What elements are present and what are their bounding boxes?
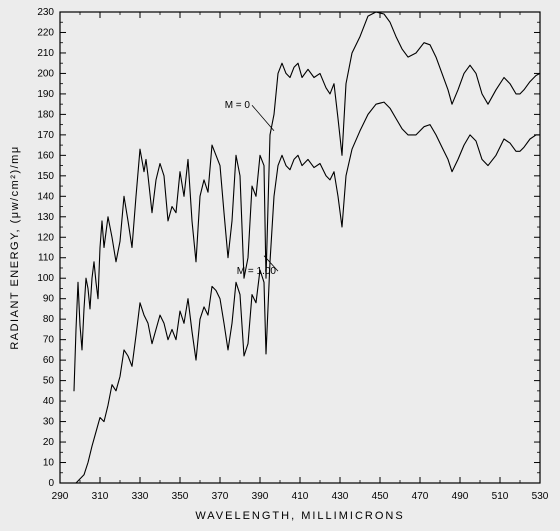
annotation-label: M = 0 [225,100,251,111]
y-tick-label: 70 [43,335,55,346]
x-tick-label: 390 [252,491,269,502]
y-tick-label: 60 [43,355,55,366]
x-axis-label: WAVELENGTH, MILLIMICRONS [195,510,404,522]
y-tick-label: 170 [37,130,54,141]
x-tick-label: 530 [532,491,549,502]
x-tick-label: 450 [372,491,389,502]
x-tick-label: 290 [52,491,69,502]
y-tick-label: 150 [37,171,54,182]
spectrum-chart: 290 310 330 350 370 390 410 430 450 470 490 510 530 0… [0,0,560,531]
y-tick-label: 20 [43,437,55,448]
x-tick-label: 470 [412,491,429,502]
y-tick-label: 80 [43,314,55,325]
y-tick-label: 180 [37,109,54,120]
y-tick-label: 40 [43,396,55,407]
y-tick-label: 120 [37,232,54,243]
x-tick-label: 330 [132,491,149,502]
x-tick-label: 510 [492,491,509,502]
y-tick-label: 210 [37,48,54,59]
x-tick-label: 350 [172,491,189,502]
chart-svg: 290 310 330 350 370 390 410 430 450 470 490 510 530 0… [0,0,560,531]
y-tick-label: 190 [37,89,54,100]
y-tick-label: 90 [43,294,55,305]
y-tick-label: 30 [43,417,55,428]
annotation-label: M = 1.00 [237,266,277,277]
y-tick-label: 220 [37,27,54,38]
x-tick-label: 430 [332,491,349,502]
x-tick-label: 370 [212,491,229,502]
x-tick-label: 410 [292,491,309,502]
y-tick-label: 230 [37,7,54,18]
y-tick-label: 100 [37,273,54,284]
y-tick-label: 130 [37,212,54,223]
y-tick-label: 0 [48,478,54,489]
chart-bg [0,0,560,531]
y-axis-label: RADIANT ENERGY, (μw/cm²)/mμ [9,145,21,349]
y-tick-label: 160 [37,150,54,161]
x-tick-label: 310 [92,491,109,502]
y-tick-label: 110 [38,253,54,264]
y-tick-label: 200 [37,68,54,79]
x-tick-label: 490 [452,491,469,502]
y-tick-label: 10 [43,458,55,469]
y-tick-label: 140 [37,191,54,202]
y-tick-label: 50 [43,376,55,387]
